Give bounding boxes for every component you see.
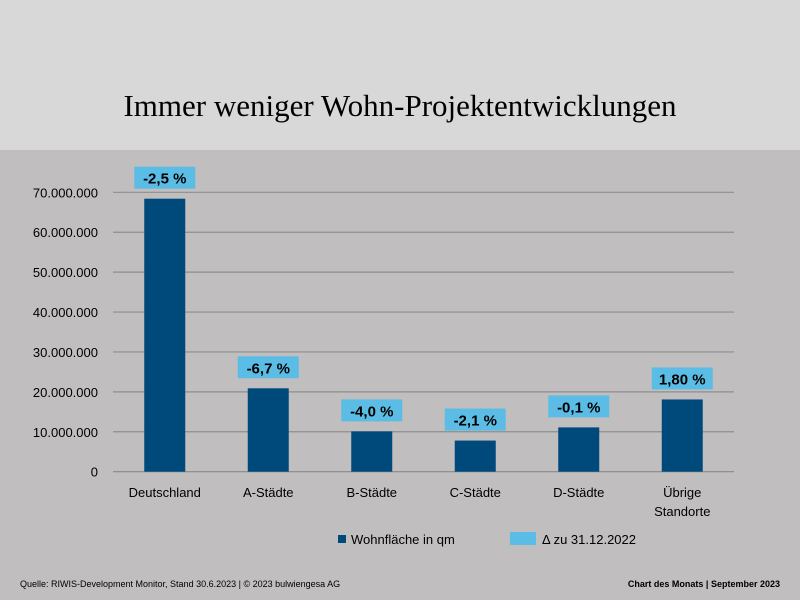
bar-1 [247,388,289,472]
delta-label: -2,5 % [143,171,186,188]
delta-label-box [134,166,196,189]
y-tick-label: 30.000.000 [33,345,98,360]
y-tick-label: 60.000.000 [33,225,98,240]
delta-label-box [341,399,403,422]
delta-label: -6,7 % [247,360,290,377]
legend-swatch-wohnflaeche [338,535,346,543]
y-tick-label: 70.000.000 [33,185,98,200]
delta-label-box [651,367,713,390]
header-band [0,0,800,150]
x-tick-label: Standorte [654,504,710,519]
legend-swatch-delta [510,532,536,545]
bar-2 [351,431,393,472]
bar-3 [454,440,496,472]
bar-5 [661,399,703,472]
y-tick-label: 10.000.000 [33,425,98,440]
legend-label-delta: Δ zu 31.12.2022 [542,532,636,547]
y-tick-label: 0 [91,465,98,480]
x-tick-label: Übrige [663,485,701,500]
x-tick-label: Deutschland [129,485,201,500]
delta-label-box [444,408,506,431]
source-note: Quelle: RIWIS-Development Monitor, Stand… [20,579,341,589]
chart-of-month-label: Chart des Monats | September 2023 [627,579,780,589]
delta-label: -4,0 % [350,403,393,420]
y-tick-label: 40.000.000 [33,305,98,320]
bar-4 [558,427,600,472]
x-tick-label: D-Städte [553,485,604,500]
x-tick-label: B-Städte [346,485,397,500]
x-tick-label: C-Städte [450,485,501,500]
bar-0 [144,198,186,472]
y-tick-label: 20.000.000 [33,385,98,400]
delta-label-box [548,395,610,418]
y-tick-label: 50.000.000 [33,265,98,280]
delta-label: 1,80 % [659,371,706,388]
legend-label-wohnflaeche: Wohnfläche in qm [351,532,455,547]
delta-label: -2,1 % [454,413,497,430]
delta-label-box [237,356,299,379]
x-tick-label: A-Städte [243,485,294,500]
delta-label: -0,1 % [557,399,600,416]
chart-title: Immer weniger Wohn-Projektentwicklungen [123,88,677,123]
